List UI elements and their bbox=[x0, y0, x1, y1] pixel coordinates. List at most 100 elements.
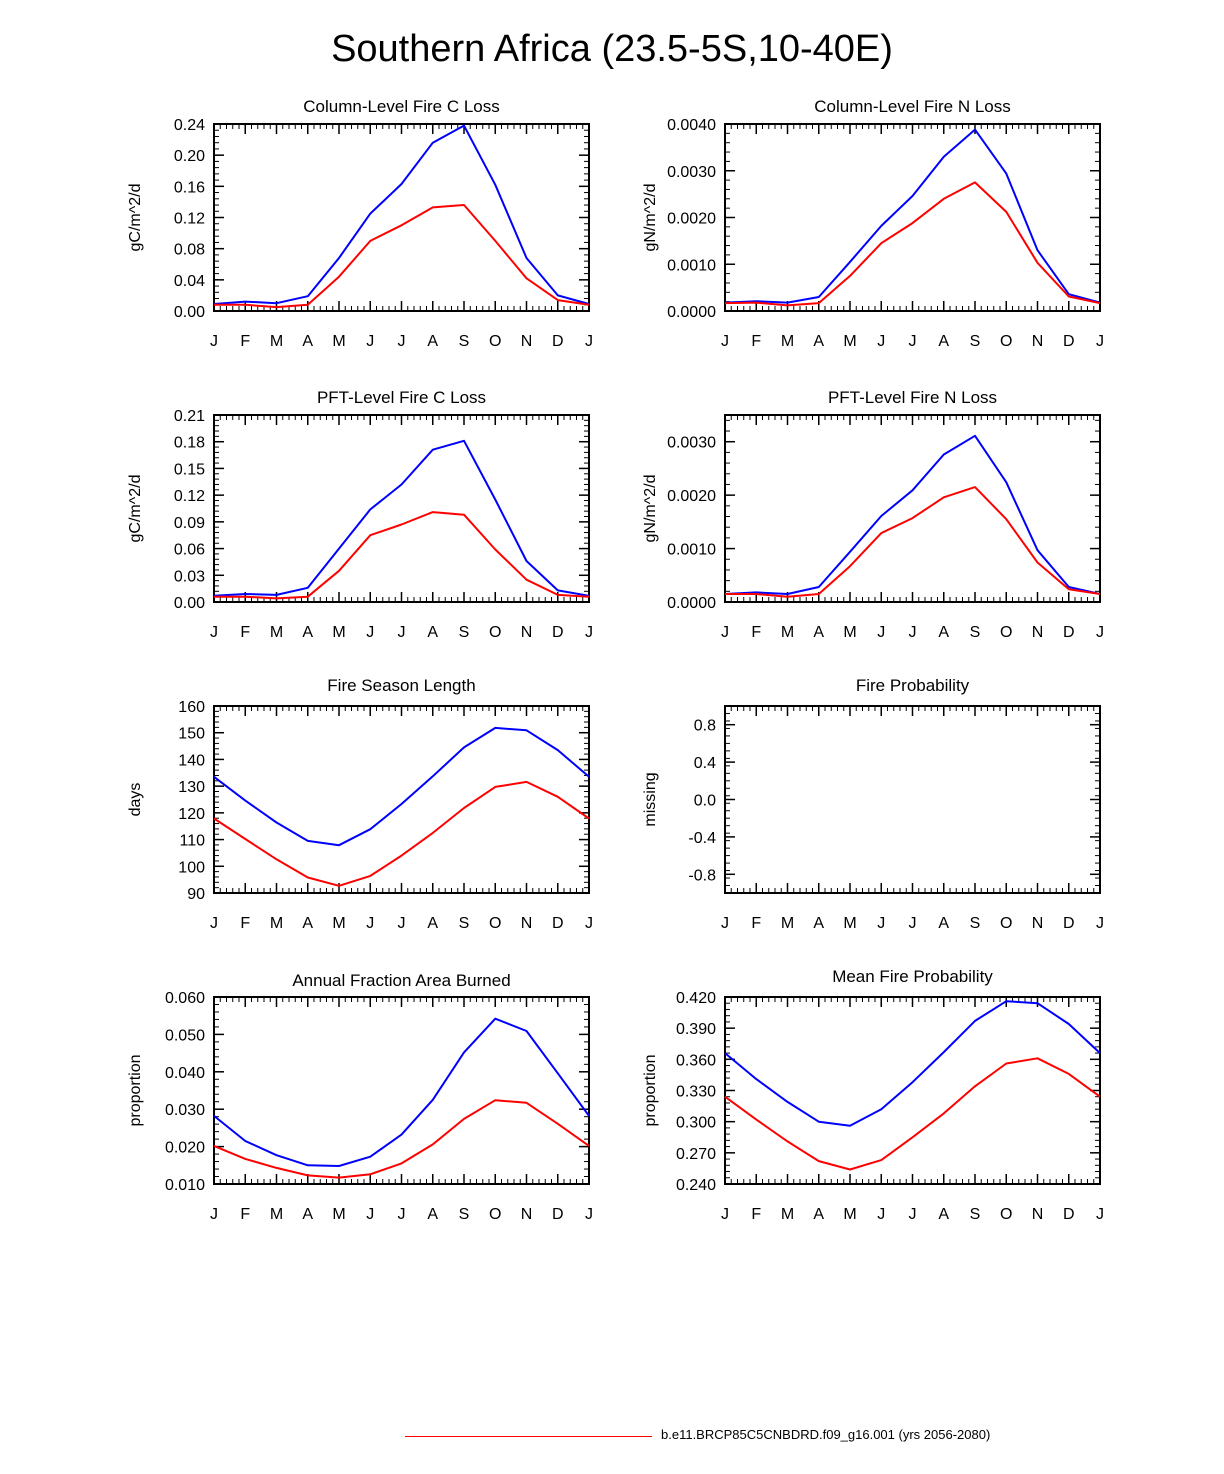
panel-title: Column-Level Fire C Loss bbox=[303, 97, 500, 116]
x-tick-label: O bbox=[1000, 624, 1012, 641]
x-tick-label: A bbox=[813, 1206, 824, 1223]
x-tick-label: A bbox=[938, 915, 949, 932]
y-tick-label: 0.050 bbox=[165, 1027, 205, 1044]
series-line-red bbox=[724, 1057, 1101, 1171]
x-tick-label: O bbox=[1000, 915, 1012, 932]
y-tick-label: 0.020 bbox=[165, 1140, 205, 1157]
y-tick-label: 0.04 bbox=[174, 273, 205, 290]
x-tick-label: J bbox=[366, 333, 374, 350]
x-tick-label: M bbox=[270, 915, 283, 932]
x-tick-label: F bbox=[751, 915, 761, 932]
y-tick-label: 0.12 bbox=[174, 211, 205, 228]
x-tick-label: J bbox=[877, 333, 885, 350]
panel-title: Fire Probability bbox=[856, 676, 970, 695]
y-tick-label: 150 bbox=[178, 726, 205, 743]
x-tick-label: J bbox=[909, 624, 917, 641]
panel-title: Column-Level Fire N Loss bbox=[814, 97, 1011, 116]
legend-label: b.e11.BRCP85C5CNBDRD.f09_g16.001 (yrs 20… bbox=[661, 1427, 991, 1442]
x-tick-label: N bbox=[521, 1206, 533, 1223]
x-tick-label: D bbox=[552, 1206, 564, 1223]
x-tick-label: M bbox=[781, 915, 794, 932]
x-tick-label: O bbox=[489, 624, 501, 641]
x-tick-label: O bbox=[1000, 333, 1012, 350]
x-tick-label: N bbox=[1032, 624, 1044, 641]
y-tick-label: 0.0000 bbox=[667, 595, 716, 612]
y-tick-label: 120 bbox=[178, 806, 205, 823]
x-tick-label: S bbox=[970, 624, 981, 641]
x-tick-label: S bbox=[459, 915, 470, 932]
x-tick-label: M bbox=[270, 333, 283, 350]
x-tick-label: D bbox=[552, 915, 564, 932]
chart-panel-4: J F M A M J J A S O N D J 0.0000 0.0010 0.0020 0.0030 PFT… bbox=[642, 388, 1104, 641]
x-tick-label: F bbox=[240, 624, 250, 641]
y-tick-label: 0.16 bbox=[174, 179, 205, 196]
x-tick-label: A bbox=[302, 1206, 313, 1223]
y-axis-label: gN/m^2/d bbox=[642, 475, 659, 543]
x-tick-label: A bbox=[302, 333, 313, 350]
x-tick-label: J bbox=[877, 915, 885, 932]
x-tick-label: J bbox=[877, 624, 885, 641]
y-tick-label: 0.0 bbox=[694, 793, 716, 810]
y-tick-label: 0.330 bbox=[676, 1084, 716, 1101]
y-tick-label: 0.420 bbox=[676, 990, 716, 1007]
x-tick-label: J bbox=[366, 915, 374, 932]
y-tick-label: 0.12 bbox=[174, 488, 205, 505]
x-tick-label: J bbox=[909, 915, 917, 932]
x-tick-label: J bbox=[721, 915, 729, 932]
x-tick-label: A bbox=[938, 624, 949, 641]
x-tick-label: A bbox=[302, 624, 313, 641]
x-tick-label: J bbox=[398, 1206, 406, 1223]
y-tick-label: 0.0010 bbox=[667, 542, 716, 559]
x-tick-label: S bbox=[459, 333, 470, 350]
y-tick-label: 0.24 bbox=[174, 117, 205, 134]
chart-panel-3: J F M A M J J A S O N D J 0.00 0.03 0.06 0.09 0.12 0.15 0.1… bbox=[127, 388, 593, 641]
y-tick-label: 0.15 bbox=[174, 461, 205, 478]
x-tick-label: A bbox=[938, 1206, 949, 1223]
x-tick-label: N bbox=[1032, 915, 1044, 932]
series-line-red bbox=[214, 204, 590, 309]
series-line-blue bbox=[724, 1000, 1101, 1127]
y-tick-label: 0.240 bbox=[676, 1177, 716, 1194]
y-tick-label: 0.20 bbox=[174, 148, 205, 165]
y-tick-label: 0.030 bbox=[165, 1102, 205, 1119]
y-tick-label: 0.03 bbox=[174, 568, 205, 585]
plot-frame bbox=[213, 996, 590, 1185]
x-tick-label: N bbox=[1032, 1206, 1044, 1223]
x-tick-label: O bbox=[489, 915, 501, 932]
y-tick-label: 0.06 bbox=[174, 542, 205, 559]
y-tick-label: 0.060 bbox=[165, 990, 205, 1007]
y-tick-label: 110 bbox=[179, 833, 205, 850]
y-tick-label: 0.21 bbox=[174, 408, 205, 425]
x-tick-label: J bbox=[877, 1206, 885, 1223]
y-tick-label: 0.0020 bbox=[667, 488, 716, 505]
y-tick-label: 0.300 bbox=[676, 1115, 716, 1132]
y-axis-label: proportion bbox=[642, 1054, 659, 1126]
y-tick-label: 0.010 bbox=[165, 1177, 205, 1194]
x-tick-label: J bbox=[1096, 1206, 1104, 1223]
x-tick-label: A bbox=[427, 624, 438, 641]
y-tick-label: 0.00 bbox=[174, 595, 205, 612]
panel-title: PFT-Level Fire C Loss bbox=[317, 388, 486, 407]
y-axis-label: proportion bbox=[127, 1054, 144, 1126]
x-tick-label: M bbox=[781, 1206, 794, 1223]
x-tick-label: D bbox=[552, 333, 564, 350]
series-line-blue bbox=[724, 128, 1101, 304]
plot-frame bbox=[213, 414, 590, 603]
x-tick-label: J bbox=[366, 624, 374, 641]
y-tick-label: 140 bbox=[178, 752, 205, 769]
plot-frame bbox=[724, 705, 1101, 894]
x-tick-label: N bbox=[521, 624, 533, 641]
panel-title: Fire Season Length bbox=[327, 676, 475, 695]
x-tick-label: M bbox=[332, 333, 345, 350]
x-tick-label: M bbox=[843, 915, 856, 932]
x-tick-label: A bbox=[813, 624, 824, 641]
chart-panel-7: J F M A M J J A S O N D J 0.010 0.020 0.030 0.040 0.050 0.… bbox=[127, 971, 593, 1223]
x-tick-label: D bbox=[1063, 1206, 1075, 1223]
y-tick-label: 0.00 bbox=[174, 304, 205, 321]
y-tick-label: -0.8 bbox=[688, 867, 716, 884]
plot-frame bbox=[724, 414, 1101, 603]
x-tick-label: S bbox=[970, 1206, 981, 1223]
chart-panel-5: J F M A M J J A S O N D J 90 100 110 120 130 140 150 160 Fire… bbox=[127, 676, 593, 932]
chart-panel-8: J F M A M J J A S O N D J 0.240 0.270 0.300 0.330 0.360 0.… bbox=[642, 967, 1104, 1223]
